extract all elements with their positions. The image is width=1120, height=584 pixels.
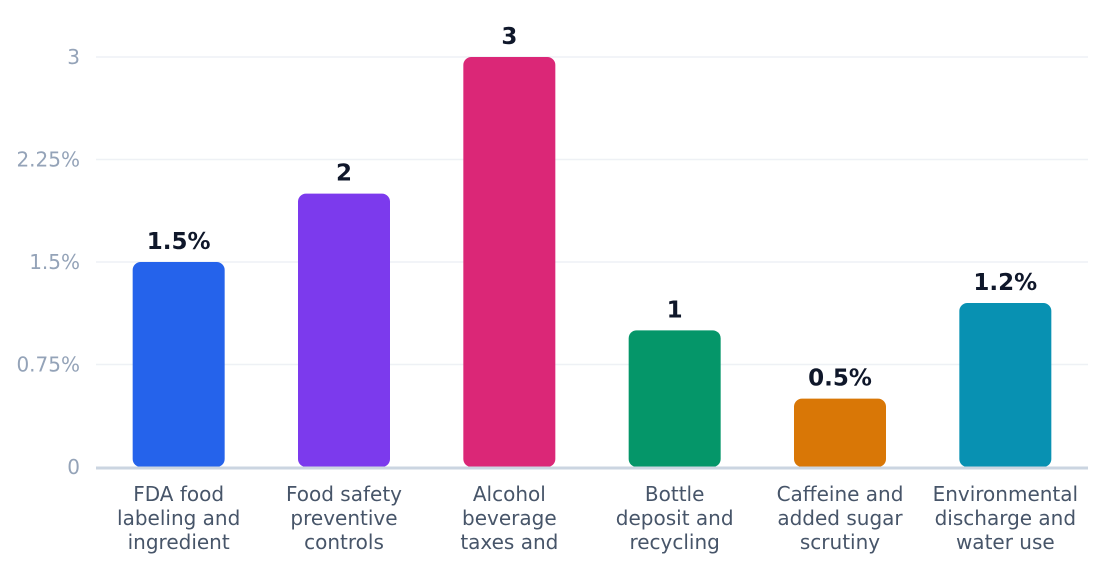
y-axis-ticks: 0 0.75% 1.5% 2.25% 3 [16, 45, 80, 479]
x-category-label-line: Caffeine and [777, 482, 904, 506]
y-tick-label: 0.75% [16, 353, 80, 377]
bar [959, 303, 1052, 467]
gridlines [96, 56, 1088, 366]
x-category-label-line: discharge and [935, 506, 1076, 530]
bar [132, 262, 225, 467]
y-tick-label: 2.25% [16, 148, 80, 172]
data-label: 1.2% [973, 270, 1037, 296]
x-category-label-line: controls [304, 530, 384, 554]
x-category-label-line: scrutiny [800, 530, 880, 554]
y-tick-label: 0 [67, 455, 80, 479]
x-category-label-line: ingredient [128, 530, 230, 554]
bars [132, 57, 1052, 467]
y-tick-label: 3 [67, 45, 80, 69]
x-category-label-line: FDA food [133, 482, 224, 506]
x-category-label-line: taxes and [460, 530, 558, 554]
x-category-label-line: deposit and [616, 506, 734, 530]
data-label: 2 [336, 161, 352, 187]
x-category-label-line: recycling [629, 530, 719, 554]
data-label: 1 [667, 297, 683, 323]
data-label: 1.5% [147, 229, 211, 255]
x-category-label-line: water use [956, 530, 1055, 554]
x-category-label-line: Environmental [933, 482, 1079, 506]
x-category-label-line: Bottle [645, 482, 705, 506]
x-category-label-line: beverage [462, 506, 557, 530]
y-tick-label: 1.5% [29, 250, 80, 274]
x-category-label-line: labeling and [117, 506, 240, 530]
bar [463, 57, 556, 467]
bar [628, 330, 721, 467]
data-label: 3 [501, 24, 517, 50]
x-category-label-line: preventive [290, 506, 397, 530]
data-label: 0.5% [808, 366, 872, 392]
data-labels: 1.5% 2 3 1 0.5% 1.2% [147, 24, 1037, 392]
x-category-label-line: added sugar [777, 506, 903, 530]
bar [794, 398, 886, 467]
x-category-label-line: Alcohol [473, 482, 546, 506]
bar [298, 193, 390, 467]
x-category-label-line: Food safety [286, 482, 402, 506]
